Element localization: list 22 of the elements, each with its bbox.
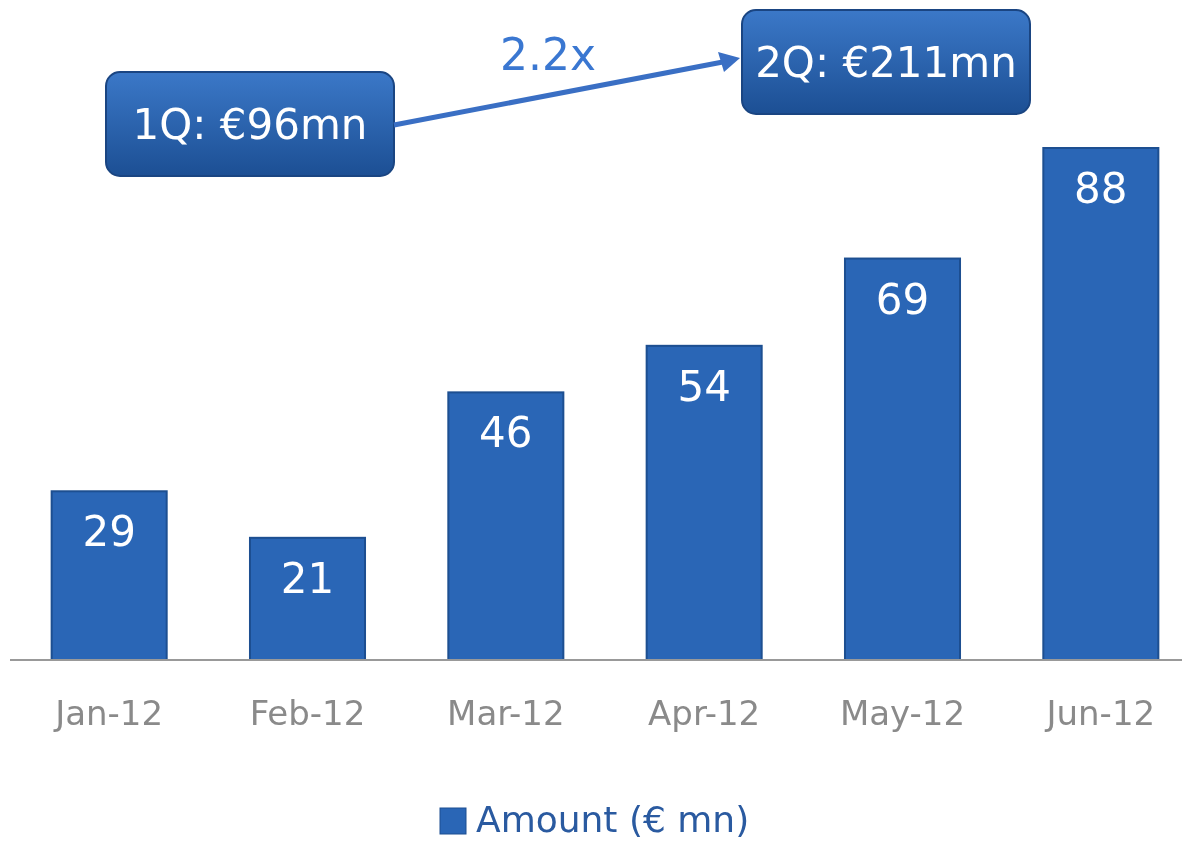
data-label: 69 (875, 274, 930, 324)
annotation: 1Q: €96mn (132, 100, 368, 149)
x-tick-label: Feb-12 (249, 693, 366, 733)
bar (645, 344, 763, 661)
bar (50, 490, 168, 661)
data-label: 88 (1074, 164, 1128, 213)
data-label: 46 (479, 408, 533, 458)
bar (843, 257, 962, 661)
bar (248, 536, 367, 661)
text: 2Q: €211mn (755, 38, 1017, 87)
legend-label: Amount (€ mn) (476, 799, 750, 840)
data-label: 29 (82, 507, 136, 557)
bar (1042, 147, 1160, 661)
x-tick-label: Jan-12 (53, 693, 164, 733)
bar (447, 391, 565, 661)
x-tick-label: May-12 (839, 693, 966, 733)
x-tick-label: Jun-12 (1044, 693, 1156, 733)
x-tick-label: Mar-12 (447, 693, 565, 733)
data-label: 21 (280, 553, 335, 603)
x-tick-label: Apr-12 (648, 693, 761, 733)
text: 2.2x (499, 29, 597, 80)
data-label: 54 (677, 361, 731, 411)
